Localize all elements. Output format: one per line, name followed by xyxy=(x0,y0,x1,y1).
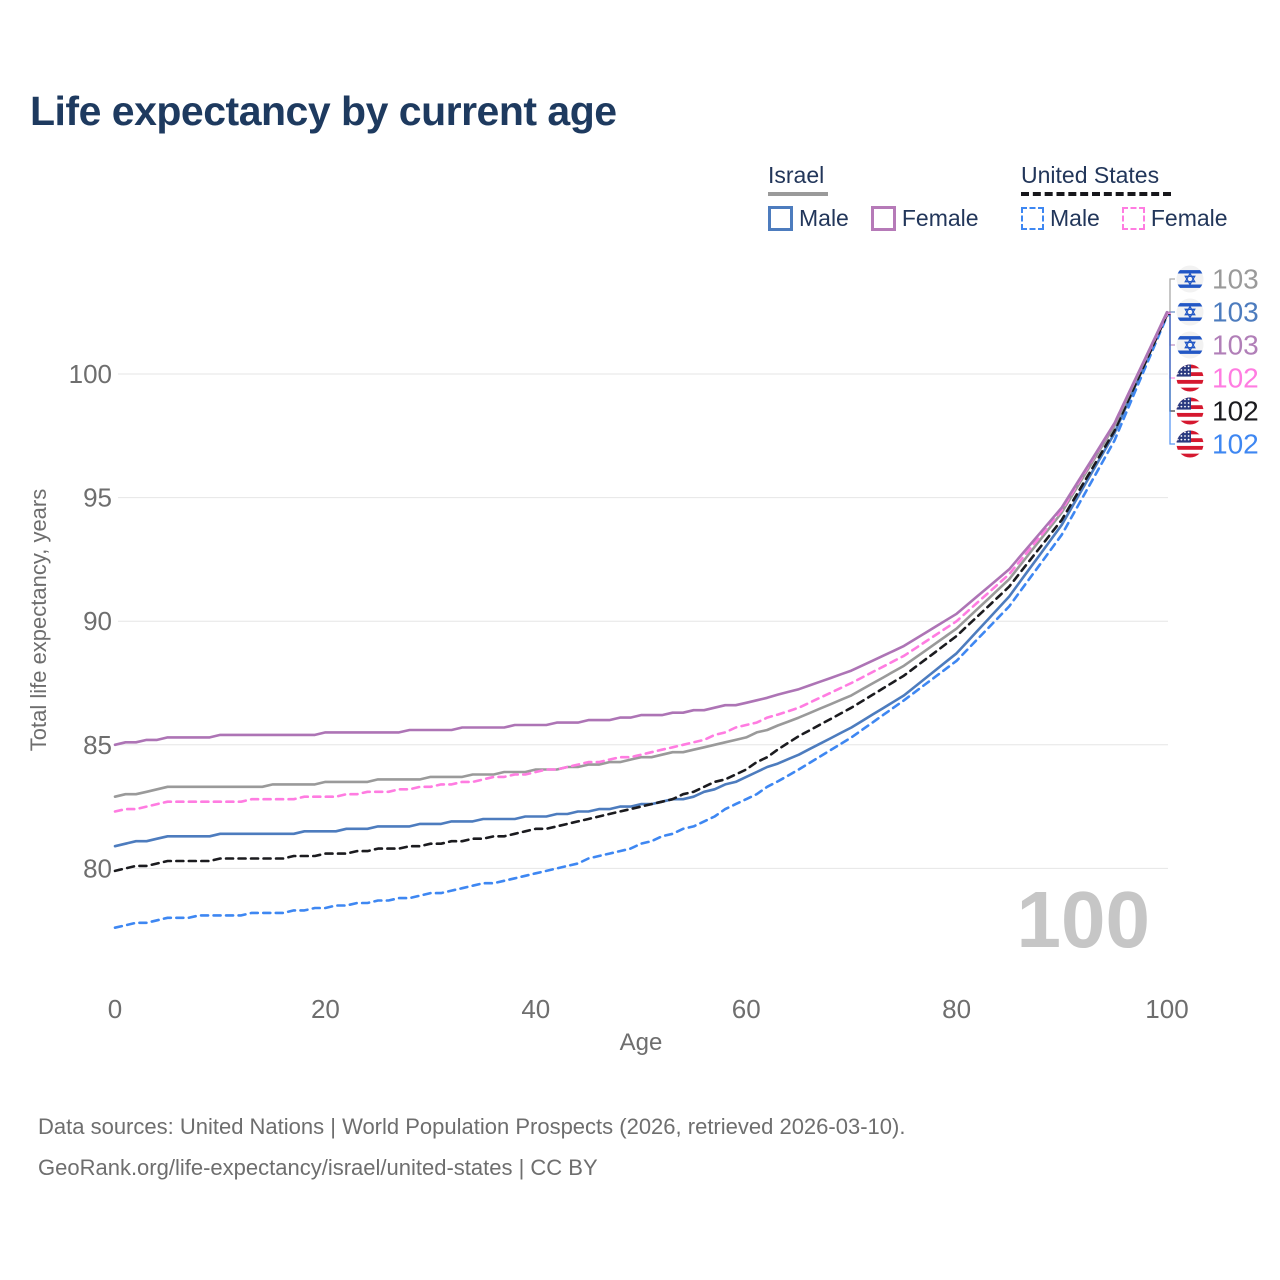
end-label-leader-line xyxy=(1168,311,1175,346)
legend-item-israel-male: Male xyxy=(768,205,849,232)
us-flag-icon xyxy=(1176,430,1204,458)
y-tick-label: 100 xyxy=(69,359,112,389)
legend-header-united-states: United States xyxy=(1021,162,1160,188)
end-label-us-female: 102 xyxy=(1176,363,1259,394)
x-tick-label: 0 xyxy=(108,994,122,1024)
series-line-israel-combined xyxy=(113,310,1169,798)
legend-item-label: Female xyxy=(901,205,979,231)
series-line-israel-female xyxy=(113,310,1169,747)
israel-flag-icon xyxy=(1176,298,1204,326)
legend-item-label: Male xyxy=(799,205,849,231)
legend-item-us-female: Female xyxy=(1121,205,1228,232)
legend-item-label: Female xyxy=(1150,205,1228,231)
x-tick-label: 20 xyxy=(311,994,340,1024)
israel-female-swatch-icon xyxy=(870,206,896,231)
watermark-100: 100 xyxy=(1017,875,1150,964)
x-tick-label: 80 xyxy=(942,994,971,1024)
israel-male-swatch-icon xyxy=(768,206,793,231)
series-line-us-male xyxy=(113,314,1169,929)
legend-group-israel: Israel Male Female xyxy=(768,162,979,232)
footer: Data sources: United Nations | World Pop… xyxy=(38,1106,905,1188)
us-male-swatch-icon xyxy=(1021,207,1044,230)
israel-flag-icon xyxy=(1176,331,1204,359)
series-line-us-female xyxy=(113,312,1169,813)
y-tick-label: 95 xyxy=(83,483,112,513)
end-label-leader-line xyxy=(1168,315,1175,445)
x-tick-label: 40 xyxy=(521,994,550,1024)
end-label-israel-female: 103 xyxy=(1176,330,1259,361)
end-label-israel-combined: 103 xyxy=(1176,264,1259,295)
y-tick-label: 80 xyxy=(83,853,112,883)
end-label-value: 103 xyxy=(1212,297,1259,328)
us-flag-icon xyxy=(1176,364,1204,392)
end-label-leader-line xyxy=(1168,312,1175,379)
series-line-us-combined xyxy=(113,313,1169,873)
end-label-us-male: 102 xyxy=(1176,429,1259,460)
us-female-swatch-icon xyxy=(1121,207,1145,230)
footer-attribution: GeoRank.org/life-expectancy/israel/unite… xyxy=(38,1155,598,1180)
end-label-leader-line xyxy=(1168,278,1175,313)
x-tick-label: 100 xyxy=(1145,994,1188,1024)
us-dashed-line-swatch xyxy=(1021,192,1171,196)
series-line-israel-male xyxy=(113,312,1169,848)
end-label-value: 102 xyxy=(1212,396,1259,427)
legend-group-united-states: United States Male Female xyxy=(1021,162,1228,232)
y-axis-title: Total life expectancy, years xyxy=(26,489,51,752)
us-flag-icon xyxy=(1176,397,1204,425)
end-label-value: 102 xyxy=(1212,363,1259,394)
legend-item-us-male: Male xyxy=(1021,205,1100,232)
y-tick-label: 90 xyxy=(83,606,112,636)
end-label-leader-line xyxy=(1168,314,1175,412)
page-title: Life expectancy by current age xyxy=(30,88,617,134)
end-label-israel-male: 103 xyxy=(1176,297,1259,328)
end-label-value: 102 xyxy=(1212,429,1259,460)
end-label-value: 103 xyxy=(1212,264,1259,295)
legend-item-label: Male xyxy=(1050,205,1100,231)
israel-solid-line-swatch xyxy=(768,192,828,196)
x-tick-label: 60 xyxy=(732,994,761,1024)
legend-row-united-states: Male Female xyxy=(1021,205,1228,232)
end-label-us-combined: 102 xyxy=(1176,396,1259,427)
israel-flag-icon xyxy=(1176,265,1204,293)
footer-data-sources: Data sources: United Nations | World Pop… xyxy=(38,1114,906,1139)
x-axis-title: Age xyxy=(620,1029,663,1056)
legend-row-israel: Male Female xyxy=(768,205,979,232)
y-tick-label: 85 xyxy=(83,730,112,760)
legend-item-israel-female: Female xyxy=(870,205,979,232)
end-label-value: 103 xyxy=(1212,330,1259,361)
legend-header-israel: Israel xyxy=(768,162,825,188)
